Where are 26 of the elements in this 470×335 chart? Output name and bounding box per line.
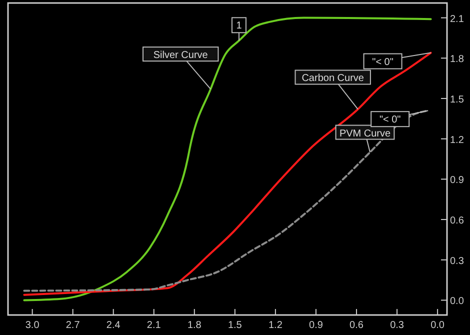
series-label: PVM Curve — [339, 128, 392, 140]
x-tick-label: 1.8 — [187, 320, 202, 331]
x-tick-label: 2.7 — [66, 320, 80, 331]
series-label: Silver Curve — [153, 50, 208, 62]
x-tick-label: 0.9 — [309, 320, 324, 331]
x-tick-label: 0.6 — [350, 320, 364, 331]
annotation: 1 — [236, 20, 242, 32]
x-tick-label: 1.5 — [228, 320, 242, 331]
y-tick-label: 0.6 — [450, 216, 464, 227]
annotation: "< 0" — [379, 114, 402, 126]
line-series — [23, 110, 430, 292]
x-tick-label: 3.0 — [25, 320, 40, 331]
x-tick-label: 1.2 — [268, 320, 283, 331]
annotation: "< 0" — [372, 56, 394, 68]
y-tick-label: 1.8 — [450, 54, 464, 66]
y-tick-label: 2.1 — [450, 14, 464, 25]
x-tick-label: 0.0 — [430, 320, 445, 331]
series-label: Carbon Curve — [302, 73, 364, 84]
y-tick-label: 0.0 — [450, 296, 464, 308]
y-tick-label: 1.5 — [450, 94, 464, 106]
y-tick-label: 1.2 — [450, 134, 464, 146]
y-tick-label: 0.9 — [450, 175, 464, 186]
y-tick-label: 0.3 — [450, 256, 464, 267]
x-tick-label: 2.4 — [106, 320, 121, 331]
x-tick-label: 2.1 — [146, 320, 162, 331]
x-tick-label: 0.3 — [390, 320, 404, 331]
